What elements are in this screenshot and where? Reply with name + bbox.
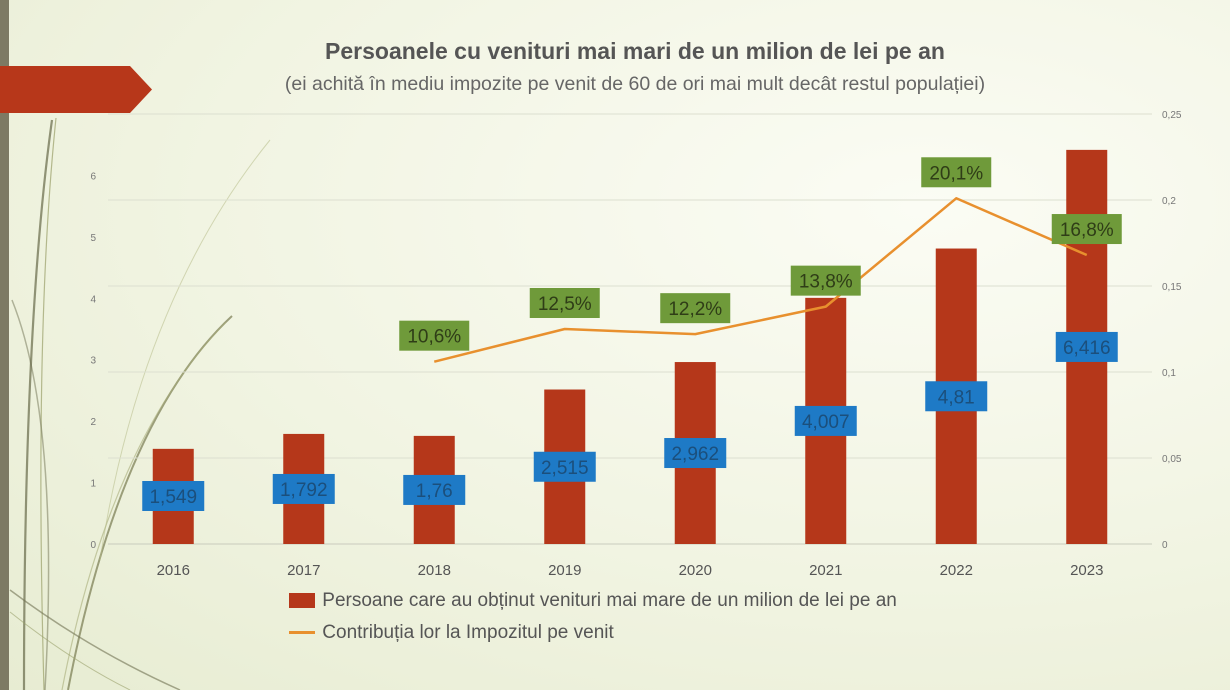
decorative-swooshes [9, 117, 271, 690]
left-edge-bar [0, 0, 9, 690]
left-axis-tick-label: 5 [90, 233, 96, 244]
chart-title: Persoanele cu venituri mai mari de un mi… [325, 38, 945, 64]
bar-data-label: 1,549 [149, 487, 197, 508]
line-data-label: 16,8% [1060, 220, 1114, 241]
bar-data-label: 2,962 [671, 444, 719, 465]
category-label: 2019 [548, 562, 581, 579]
legend-label-bars: Persoane care au obținut venituri mai ma… [322, 590, 897, 611]
line-data-label-box [790, 265, 861, 296]
line-data-label-box [660, 293, 731, 324]
bar-data-label: 1,76 [416, 481, 453, 502]
left-axis-tick-label: 2 [90, 417, 96, 428]
line-data-label: 12,2% [668, 299, 722, 320]
legend-swatch-bar [289, 593, 315, 609]
left-axis-tick-label: 6 [90, 171, 96, 182]
bar-data-label-box [142, 481, 205, 511]
line-series [433, 197, 1088, 363]
right-axis-tick-label: 0,25 [1162, 110, 1182, 121]
bar-data-label: 4,007 [802, 412, 850, 433]
bar-data-label: 1,792 [280, 480, 328, 501]
title-ribbon [0, 66, 152, 113]
bar-data-label: 2,515 [541, 458, 589, 479]
left-axis-tick-label: 3 [90, 356, 96, 367]
line-data-label-box [529, 288, 600, 318]
legend-label-line: Contribuția lor la Impozitul pe venit [322, 622, 614, 643]
line-data-label: 12,5% [538, 294, 592, 315]
line-data-label: 10,6% [407, 327, 461, 348]
right-axis-tick-label: 0,2 [1162, 196, 1176, 207]
bar-data-label: 4,81 [938, 387, 975, 408]
left-axis-tick-label: 0 [90, 540, 96, 551]
category-label: 2018 [418, 562, 451, 579]
bar-data-label-box [664, 438, 727, 469]
legend-item-line: Contribuția lor la Impozitul pe venit [289, 622, 614, 644]
line-data-label-box [1051, 214, 1122, 245]
category-label: 2023 [1070, 562, 1103, 579]
category-label: 2021 [809, 562, 842, 579]
line-data-label: 13,8% [799, 272, 853, 293]
category-label: 2016 [157, 562, 190, 579]
legend-item-bars: Persoane care au obținut venituri mai ma… [289, 590, 897, 612]
bar-data-label: 6,416 [1063, 338, 1111, 359]
line-data-label: 20,1% [929, 163, 983, 184]
right-axis-tick-label: 0,15 [1162, 282, 1182, 293]
category-label: 2020 [679, 562, 712, 579]
bar-data-label-box [272, 473, 335, 504]
legend-swatch-line [289, 631, 315, 635]
bar-data-label-box [925, 381, 988, 412]
right-axis-tick-label: 0,05 [1162, 454, 1182, 465]
category-label: 2022 [940, 562, 973, 579]
left-axis-tick-label: 1 [90, 479, 96, 490]
left-axis-tick-label: 4 [90, 294, 96, 305]
right-axis-tick-label: 0,1 [1162, 368, 1176, 379]
line-data-label-box [921, 157, 992, 188]
bar-data-label-box [533, 451, 596, 482]
chart-subtitle: (ei achită în mediu impozite pe venit de… [284, 73, 986, 95]
bar-data-label-box [794, 405, 857, 436]
bar-data-label-box [1055, 331, 1118, 362]
line-data-label-box [399, 320, 470, 351]
category-label: 2017 [287, 562, 320, 579]
bar-data-label-box [403, 474, 466, 505]
right-axis-tick-label: 0 [1162, 540, 1168, 551]
